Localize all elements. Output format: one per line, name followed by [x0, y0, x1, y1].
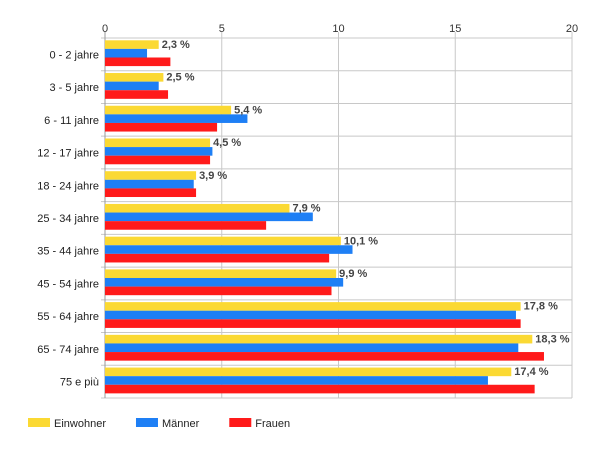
bar-einwohner — [105, 73, 164, 82]
category-label: 0 - 2 jahre — [49, 49, 99, 61]
bar-einwohner — [105, 105, 232, 115]
bar-m-nner — [105, 147, 213, 156]
bar-einwohner — [105, 334, 533, 344]
bar-einwohner — [105, 236, 341, 246]
bar-m-nner — [105, 376, 488, 385]
bar-frauen — [105, 319, 521, 328]
bar-m-nner — [105, 114, 248, 123]
bar-frauen — [105, 122, 218, 132]
bar-frauen — [105, 155, 211, 165]
data-label: 2,3 % — [162, 39, 190, 51]
bar-einwohner — [105, 302, 521, 311]
category-label: 12 - 17 jahre — [37, 148, 99, 160]
bar-frauen — [105, 253, 330, 263]
legend-swatch — [28, 418, 50, 427]
data-label: 17,4 % — [514, 366, 548, 378]
bar-m-nner — [105, 310, 516, 320]
legend-swatch — [135, 418, 158, 427]
bar-m-nner — [105, 343, 519, 353]
data-label: 7,9 % — [292, 203, 320, 215]
bar-m-nner — [105, 48, 148, 58]
data-label: 5,4 % — [234, 104, 262, 116]
x-tick-label: 5 — [219, 23, 225, 35]
category-label: 25 - 34 jahre — [37, 213, 99, 225]
data-label: 4,5 % — [213, 137, 241, 149]
bar-m-nner — [105, 245, 353, 254]
bar-einwohner — [105, 203, 290, 213]
category-label: 45 - 54 jahre — [37, 278, 99, 290]
data-label: 2,5 % — [166, 72, 194, 84]
x-tick-label: 20 — [566, 23, 578, 35]
data-label: 18,3 % — [535, 333, 569, 345]
data-label: 10,1 % — [344, 235, 378, 247]
category-label: 6 - 11 jahre — [44, 115, 99, 127]
bar-m-nner — [105, 81, 159, 91]
bar-frauen — [105, 90, 169, 99]
data-label: 9,9 % — [339, 268, 367, 280]
category-label: 3 - 5 jahre — [49, 82, 99, 94]
legend-swatch — [229, 418, 252, 427]
category-label: 65 - 74 jahre — [37, 344, 99, 356]
category-label: 35 - 44 jahre — [37, 246, 99, 258]
bar-einwohner — [105, 171, 197, 180]
bar-frauen — [105, 286, 332, 296]
bar-frauen — [105, 384, 535, 394]
legend-label: Frauen — [255, 418, 290, 430]
bar-frauen — [105, 352, 544, 361]
data-label: 3,9 % — [199, 170, 227, 182]
x-tick-label: 0 — [102, 23, 108, 35]
category-label: 55 - 64 jahre — [37, 311, 99, 323]
bar-m-nner — [105, 212, 313, 222]
bar-m-nner — [105, 277, 344, 287]
bar-einwohner — [105, 138, 211, 148]
x-tick-label: 15 — [449, 23, 461, 35]
category-label: 18 - 24 jahre — [37, 180, 99, 192]
x-tick-label: 10 — [332, 23, 344, 35]
legend-label: Männer — [162, 418, 200, 430]
data-label: 17,8 % — [524, 301, 558, 313]
bar-einwohner — [105, 40, 159, 49]
bar-frauen — [105, 57, 171, 67]
bar-frauen — [105, 188, 197, 198]
category-label: 75 e più — [60, 377, 99, 389]
bar-einwohner — [105, 269, 337, 278]
legend-label: Einwohner — [54, 418, 106, 430]
bar-einwohner — [105, 367, 512, 377]
bar-m-nner — [105, 179, 194, 189]
bar-frauen — [105, 221, 267, 230]
